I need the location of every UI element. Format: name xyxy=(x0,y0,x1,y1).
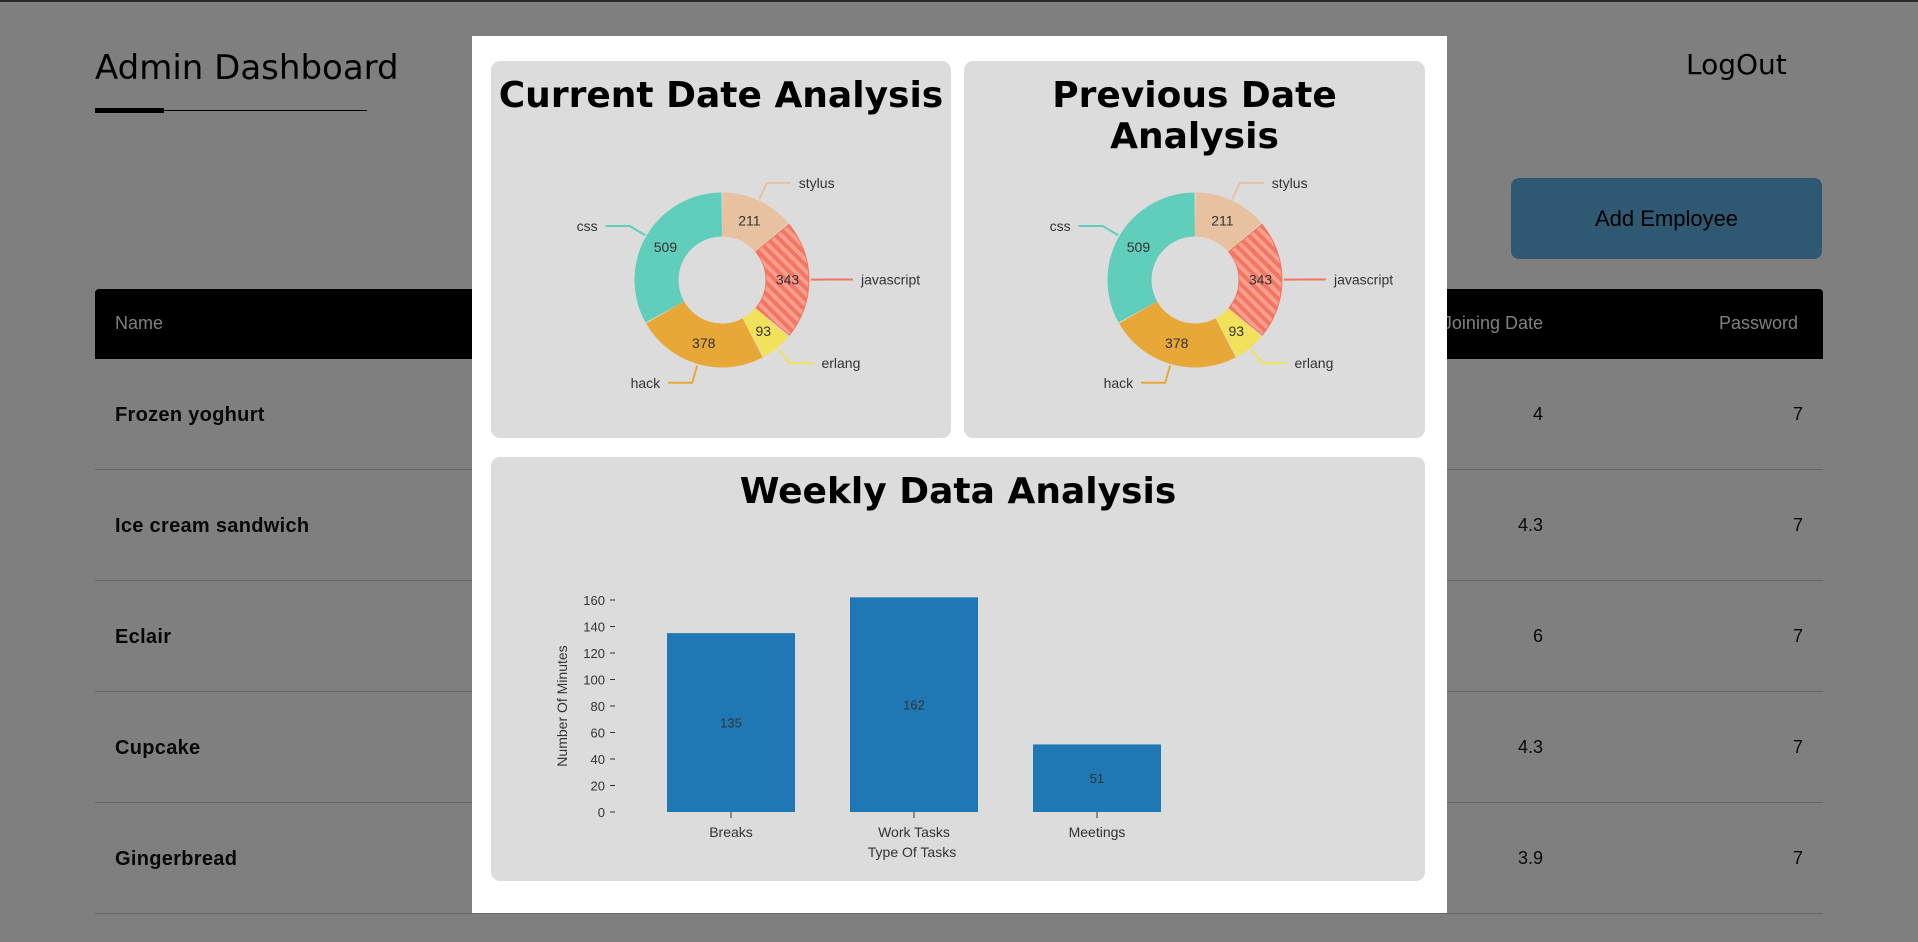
pie-arc-label: css xyxy=(1050,218,1071,234)
pie-slice-stylus[interactable] xyxy=(722,192,789,252)
pie-slice-hack[interactable] xyxy=(1119,301,1236,368)
pie-value-label: 509 xyxy=(1127,239,1151,255)
y-tick-label: 0 xyxy=(598,805,605,820)
pie-leader-line xyxy=(1231,181,1264,200)
y-axis-label: Number Of Minutes xyxy=(554,645,570,766)
pie-slice-javascript[interactable] xyxy=(755,223,810,336)
pie-slice-erlang[interactable] xyxy=(1215,307,1262,357)
pie-arc-label: javascript xyxy=(860,272,920,288)
pie-value-label: 343 xyxy=(1249,272,1273,288)
pie-arc-label: javascript xyxy=(1333,272,1393,288)
y-tick-label: 160 xyxy=(583,593,605,608)
current-date-title: Current Date Analysis xyxy=(498,75,944,116)
y-tick-label: 140 xyxy=(583,620,605,635)
pie-slice-erlang[interactable] xyxy=(742,307,789,357)
pie-arc-label: erlang xyxy=(1294,355,1333,371)
pie-value-label: 378 xyxy=(692,335,716,351)
pie-arc-label: stylus xyxy=(799,175,835,191)
pie-leader-line xyxy=(758,181,791,200)
bar-value-label: 135 xyxy=(720,716,742,731)
pie-value-label: 93 xyxy=(755,323,771,339)
pie-leader-line xyxy=(1141,365,1172,384)
bar[interactable] xyxy=(850,597,978,812)
pie-value-label: 93 xyxy=(1228,323,1244,339)
y-tick-label: 20 xyxy=(591,779,605,794)
pie-arc-label: stylus xyxy=(1272,175,1308,191)
current-date-pie-chart: 211 stylus 343 javascript 93 erlang 378 hack 509… xyxy=(577,175,921,391)
y-tick-label: 120 xyxy=(583,646,605,661)
analysis-modal: Current Date Analysis 211 stylus 343 javasc… xyxy=(472,36,1447,913)
pie-value-label: 211 xyxy=(738,213,761,229)
y-tick-label: 100 xyxy=(583,673,605,688)
weekly-data-title: Weekly Data Analysis xyxy=(739,471,1177,512)
bar-value-label: 162 xyxy=(903,698,925,713)
weekly-data-card: Weekly Data Analysis 0 20 40 60 80 100 120 140 1… xyxy=(491,457,1425,881)
pie-arc-label: hack xyxy=(631,375,662,391)
pie-leader-line xyxy=(1250,348,1287,365)
previous-date-pie-chart: 211 stylus 343 javascript 93 erlang 378 hack 509… xyxy=(1050,175,1394,391)
pie-slice-css[interactable] xyxy=(634,192,722,323)
weekly-bar-chart: 0 20 40 60 80 100 120 140 160 135 Breaks 162 Work Ta… xyxy=(554,593,1161,860)
y-tick-label: 60 xyxy=(591,726,605,741)
x-tick-label: Meetings xyxy=(1069,824,1126,840)
pie-arc-label: erlang xyxy=(821,355,860,371)
x-tick-label: Work Tasks xyxy=(878,824,950,840)
previous-date-card: Previous Date Analysis 211 stylus 343 javas… xyxy=(964,61,1425,438)
bar-value-label: 51 xyxy=(1090,771,1104,786)
pie-value-label: 378 xyxy=(1165,335,1189,351)
pie-slice-javascript[interactable] xyxy=(1228,223,1283,336)
y-tick-label: 80 xyxy=(591,699,605,714)
x-tick-label: Breaks xyxy=(709,824,753,840)
pie-leader-line xyxy=(605,225,646,236)
pie-value-label: 211 xyxy=(1211,213,1234,229)
y-tick-label: 40 xyxy=(591,752,605,767)
pie-slice-stylus[interactable] xyxy=(1195,192,1262,252)
pie-leader-line xyxy=(777,348,814,365)
pie-slice-hack[interactable] xyxy=(646,301,763,368)
pie-arc-label: hack xyxy=(1104,375,1135,391)
pie-value-label: 343 xyxy=(776,272,800,288)
bar[interactable] xyxy=(1033,744,1161,812)
current-date-card: Current Date Analysis 211 stylus 343 javasc… xyxy=(491,61,951,438)
pie-arc-label: css xyxy=(577,218,598,234)
pie-leader-line xyxy=(1078,225,1119,236)
pie-leader-line xyxy=(668,365,699,384)
x-axis-label: Type Of Tasks xyxy=(868,844,956,860)
previous-date-title: Previous Date Analysis xyxy=(1052,75,1337,157)
bar[interactable] xyxy=(667,633,795,812)
pie-slice-css[interactable] xyxy=(1107,192,1195,323)
pie-value-label: 509 xyxy=(654,239,678,255)
